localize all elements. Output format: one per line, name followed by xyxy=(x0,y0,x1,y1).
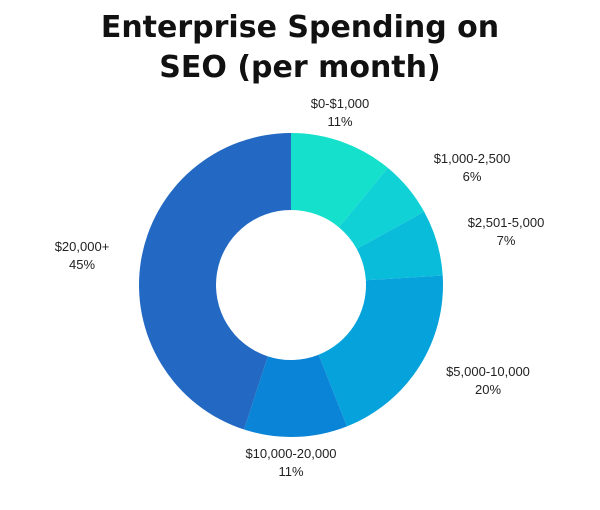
chart-title: Enterprise Spending on SEO (per month) xyxy=(0,8,600,88)
slice-category-label-0: $0-$1,000 xyxy=(311,96,370,111)
slice-value-label-1: 6% xyxy=(463,169,482,184)
chart-title-line-1: Enterprise Spending on xyxy=(100,10,500,45)
donut-slice-1 xyxy=(338,167,425,249)
slice-value-label-4: 11% xyxy=(278,464,303,479)
slice-category-label-5: $20,000+ xyxy=(55,239,110,254)
chart-title-line-2: SEO (per month) xyxy=(159,50,441,85)
donut-slice-3 xyxy=(318,275,443,427)
slice-value-label-0: 11% xyxy=(327,114,352,129)
donut-slice-4 xyxy=(244,354,347,437)
slice-value-label-3: 20% xyxy=(475,382,501,397)
donut-slice-2 xyxy=(356,211,443,281)
donut-slice-5 xyxy=(139,133,291,430)
slice-category-label-4: $10,000-20,000 xyxy=(245,446,336,461)
donut-slice-0 xyxy=(291,133,388,228)
slice-value-label-2: 7% xyxy=(497,233,516,248)
slice-category-label-2: $2,501-5,000 xyxy=(468,215,545,230)
slice-category-label-3: $5,000-10,000 xyxy=(446,364,530,379)
slice-value-label-5: 45% xyxy=(69,257,95,272)
slice-category-label-1: $1,000-2,500 xyxy=(434,151,511,166)
